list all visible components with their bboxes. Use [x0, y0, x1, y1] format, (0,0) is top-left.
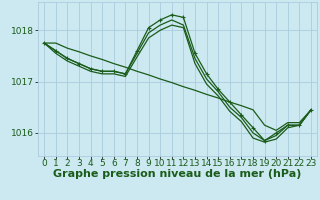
- X-axis label: Graphe pression niveau de la mer (hPa): Graphe pression niveau de la mer (hPa): [53, 169, 302, 179]
